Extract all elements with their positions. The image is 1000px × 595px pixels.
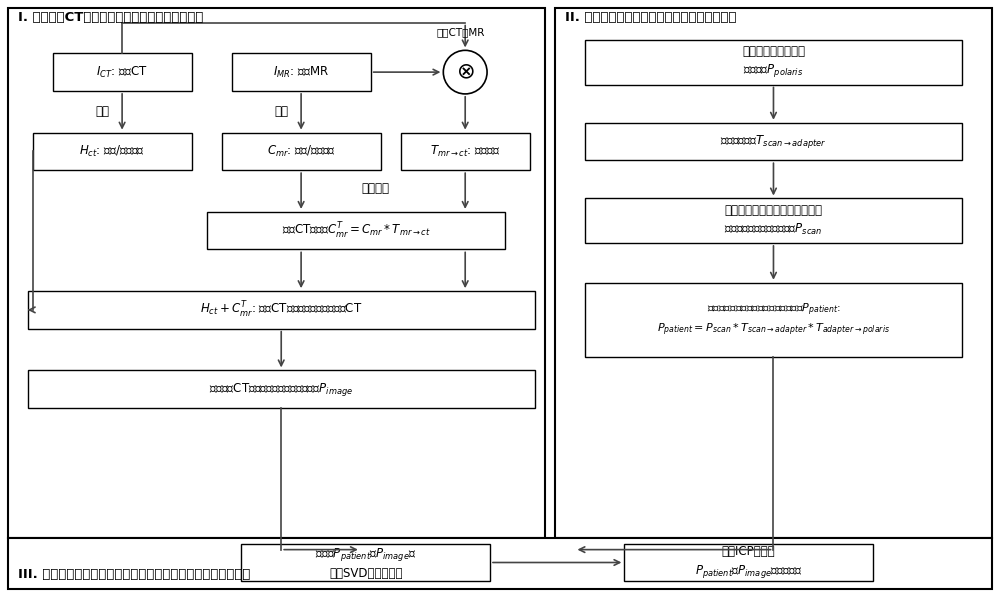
- Text: 配准CT和MR: 配准CT和MR: [436, 27, 484, 37]
- Bar: [555, 8, 992, 538]
- Bar: [207, 212, 505, 249]
- Text: 应用变换: 应用变换: [362, 181, 390, 195]
- Bar: [8, 538, 992, 589]
- Text: 提取增强CT图像空间的软骨表面点云，$P_{image}$: 提取增强CT图像空间的软骨表面点云，$P_{image}$: [209, 381, 353, 397]
- Bar: [585, 123, 962, 160]
- Bar: [28, 291, 535, 328]
- Text: $I_{CT}$: 术前CT: $I_{CT}$: 术前CT: [96, 65, 148, 80]
- Circle shape: [443, 51, 487, 94]
- Bar: [585, 40, 962, 84]
- Text: III. 层次化配准表面点云，实现术中病人与术前图像的空间注册: III. 层次化配准表面点云，实现术中病人与术前图像的空间注册: [18, 568, 250, 581]
- Bar: [585, 199, 962, 243]
- Bar: [222, 133, 381, 170]
- Bar: [33, 133, 192, 170]
- Text: 分割: 分割: [95, 105, 109, 118]
- Bar: [8, 8, 545, 538]
- Bar: [624, 544, 873, 581]
- Text: II. 采集术中病人空间膝关节病灶软骨表面点云: II. 采集术中病人空间膝关节病灶软骨表面点云: [565, 11, 736, 24]
- Text: $T_{mr\rightarrow ct}$: 变换矩阵: $T_{mr\rightarrow ct}$: 变换矩阵: [430, 144, 500, 159]
- Text: $H_{ct} + C_{mr}^{T}$: 构建CT软硬骨组合模型，增强CT: $H_{ct} + C_{mr}^{T}$: 构建CT软硬骨组合模型，增强CT: [200, 300, 362, 320]
- Bar: [585, 283, 962, 357]
- Text: 扫描术中病人膝关节，获得扫描
仪空间软骨表面点云坐标，$P_{scan}$: 扫描术中病人膝关节，获得扫描 仪空间软骨表面点云坐标，$P_{scan}$: [724, 205, 823, 237]
- Text: 标定扫描仪，$T_{scan\rightarrow adapter}$: 标定扫描仪，$T_{scan\rightarrow adapter}$: [720, 133, 827, 150]
- Text: 基准空间：光学定位
仪空间，$P_{polaris}$: 基准空间：光学定位 仪空间，$P_{polaris}$: [742, 45, 805, 79]
- Text: 基于ICP精配准
$P_{patient}$与$P_{image}$，实现注册: 基于ICP精配准 $P_{patient}$与$P_{image}$，实现注册: [695, 546, 802, 580]
- Text: $\otimes$: $\otimes$: [456, 62, 475, 82]
- Text: I. 增强术前CT图像，获取软骨表面点云空间坐标: I. 增强术前CT图像，获取软骨表面点云空间坐标: [18, 11, 203, 24]
- Bar: [52, 54, 192, 91]
- Bar: [401, 133, 530, 170]
- Text: 增强CT软骨：$C_{mr}^{T} = C_{mr} * T_{mr\rightarrow ct}$: 增强CT软骨：$C_{mr}^{T} = C_{mr} * T_{mr\righ…: [282, 221, 430, 241]
- Text: $C_{mr}$: 股骨/胫骨软骨: $C_{mr}$: 股骨/胫骨软骨: [267, 144, 336, 159]
- Text: $I_{MR}$: 术前MR: $I_{MR}$: 术前MR: [273, 65, 329, 80]
- Text: $H_{ct}$: 股骨/胫骨硬骨: $H_{ct}$: 股骨/胫骨硬骨: [79, 144, 145, 159]
- Bar: [241, 544, 490, 581]
- Bar: [232, 54, 371, 91]
- Bar: [28, 370, 535, 408]
- Text: 分割: 分割: [274, 105, 288, 118]
- Text: 病人软骨表面在定位仪空间的点云坐标$P_{patient}$:
$P_{patient} = P_{scan} * T_{scan\rightarrow ada: 病人软骨表面在定位仪空间的点云坐标$P_{patient}$: $P_{pati…: [657, 301, 890, 339]
- Text: 下采样$P_{patient}$与$P_{image}$，
基于SVD进行粗配准: 下采样$P_{patient}$与$P_{image}$， 基于SVD进行粗配准: [315, 546, 417, 580]
